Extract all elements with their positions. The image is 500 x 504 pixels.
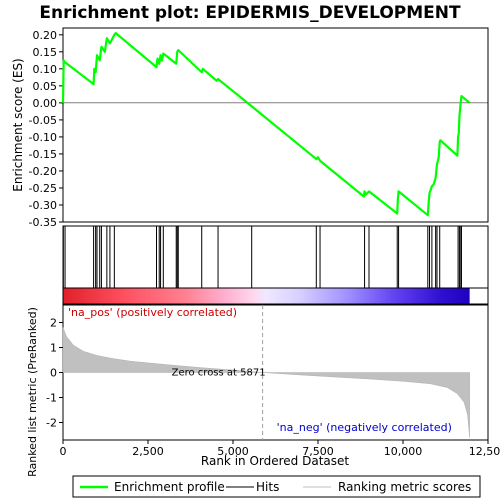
chart-title: Enrichment plot: EPIDERMIS_DEVELOPMENT (39, 3, 461, 23)
metric-y-tick-label: 1 (50, 342, 57, 355)
es-y-tick-label: 0.10 (33, 63, 58, 76)
legend-label: Enrichment profile (114, 480, 225, 494)
x-tick-label: 0 (60, 445, 67, 458)
metric-y-tick-label: 0 (50, 367, 57, 380)
legend-label: Ranking metric scores (338, 480, 471, 494)
metric-y-axis-label: Ranked list metric (PreRanked) (26, 307, 39, 477)
es-y-tick-label: -0.10 (29, 131, 57, 144)
x-tick-label: 5,000 (217, 445, 249, 458)
metric-y-tick-label: -2 (46, 417, 57, 430)
zero-cross-label: Zero cross at 5871 (172, 368, 266, 379)
es-y-tick-label: 0.00 (33, 97, 58, 110)
negative-correlation-label: 'na_neg' (negatively correlated) (277, 421, 452, 434)
gradient-panel (63, 288, 488, 304)
es-y-tick-label: -0.15 (29, 148, 57, 161)
x-tick-label: 2,500 (132, 445, 164, 458)
metric-panel: Zero cross at 5871 'na_pos' (positively c… (46, 305, 488, 440)
es-y-tick-label: -0.25 (29, 182, 57, 195)
x-tick-label: 12,500 (469, 445, 500, 458)
es-y-tick-label: -0.35 (29, 216, 57, 229)
metric-y-tick-label: -1 (46, 392, 57, 405)
legend-label: Hits (256, 480, 279, 494)
es-y-axis-label: Enrichment score (ES) (11, 58, 25, 191)
es-y-tick-label: -0.20 (29, 165, 57, 178)
legend: Enrichment profile Hits Ranking metric sco… (73, 476, 480, 497)
x-tick-label: 7,500 (302, 445, 334, 458)
metric-y-tick-label: 2 (50, 317, 57, 330)
hits-frame (63, 226, 488, 288)
es-y-tick-label: -0.05 (29, 114, 57, 127)
es-panel: 0.20 0.15 0.10 0.05 0.00 -0.05 -0.10 -0.15 -0.20… (29, 28, 488, 229)
hits-panel (63, 226, 488, 288)
positive-correlation-label: 'na_pos' (positively correlated) (68, 306, 237, 319)
es-y-tick-label: 0.15 (33, 46, 58, 59)
es-y-tick-label: 0.05 (33, 80, 58, 93)
rank-color-bar (63, 288, 470, 304)
es-y-tick-label: -0.30 (29, 199, 57, 212)
x-tick-label: 10,000 (384, 445, 423, 458)
es-y-tick-label: 0.20 (33, 29, 58, 42)
